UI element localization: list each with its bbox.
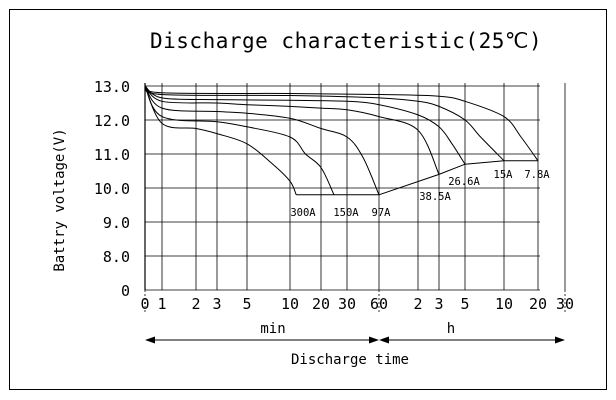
y-tick-label: 12.0 xyxy=(94,112,130,130)
curve-38-5a xyxy=(144,85,440,175)
x-tick-label-min: 10 xyxy=(281,295,299,313)
x-tick-label-min: 3 xyxy=(212,295,221,313)
y-tick-label: 0 xyxy=(121,282,130,300)
unit-min: min xyxy=(260,321,285,337)
series-label: 97A xyxy=(372,207,392,219)
x-axis-label: Discharge time xyxy=(291,352,409,368)
x-tick-label-h: 2 xyxy=(413,295,422,313)
y-tick-labels: 13.0 12.0 11.0 10.0 9.0 8.0 0 xyxy=(94,78,130,300)
x-tick-label-h: 20 xyxy=(529,295,547,313)
h-span-arrow-left xyxy=(379,336,389,344)
x-units: min h xyxy=(145,321,565,344)
h-span-arrow-right xyxy=(555,336,565,344)
curve-7-8a xyxy=(144,85,539,162)
chart-title: Discharge characteristic(25℃) xyxy=(150,29,542,53)
series-label: 38.5A xyxy=(419,191,451,203)
x-tick-label-min: 5 xyxy=(242,295,251,313)
y-tick-label: 10.0 xyxy=(94,180,130,198)
x-tick-labels: 0 1 2 3 5 10 20 30 60 2 3 5 10 20 30 xyxy=(140,295,574,313)
curve-15a xyxy=(144,85,505,162)
x-tick-label-h: 30 xyxy=(556,295,574,313)
grid xyxy=(144,83,566,313)
curve-150a xyxy=(144,85,335,196)
chart-frame xyxy=(9,9,607,390)
series-label: 15A xyxy=(494,169,514,181)
y-tick-label: 9.0 xyxy=(103,214,130,232)
series-label: 150A xyxy=(333,207,359,219)
x-tick-label-min: 60 xyxy=(370,295,388,313)
x-tick-label-min: 30 xyxy=(338,295,356,313)
curve-300a xyxy=(144,85,297,195)
curve-97a xyxy=(144,85,380,195)
y-axis-label: Battry voltage(V) xyxy=(52,128,68,271)
x-tick-label-min: 20 xyxy=(312,295,330,313)
x-tick-label-h: 3 xyxy=(434,295,443,313)
curve-26-6a xyxy=(144,85,466,165)
y-tick-label: 13.0 xyxy=(94,78,130,96)
discharge-curves xyxy=(144,85,539,196)
series-labels: 300A 150A 97A 38.5A 26.6A 15A 7.8A xyxy=(290,169,550,219)
unit-h: h xyxy=(447,321,455,337)
series-label: 300A xyxy=(290,207,316,219)
final-voltage-line xyxy=(296,160,538,196)
series-label: 7.8A xyxy=(524,169,550,181)
min-span-arrow-left xyxy=(145,336,155,344)
series-label: 26.6A xyxy=(448,176,480,188)
x-tick-label-min: 1 xyxy=(157,295,166,313)
y-tick-label: 11.0 xyxy=(94,146,130,164)
x-tick-label-h: 5 xyxy=(460,295,469,313)
x-tick-label-h: 10 xyxy=(495,295,513,313)
x-tick-label-min: 0 xyxy=(140,295,149,313)
y-tick-label: 8.0 xyxy=(103,248,130,266)
x-tick-label-min: 2 xyxy=(191,295,200,313)
min-span-arrow-right xyxy=(369,336,379,344)
